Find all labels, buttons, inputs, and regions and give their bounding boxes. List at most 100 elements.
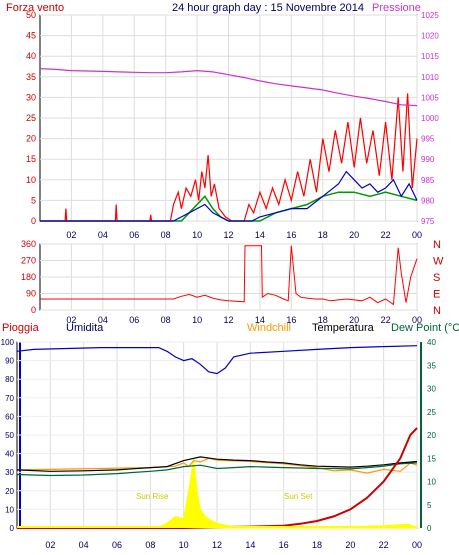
x-tick-label: 16 — [286, 230, 296, 240]
temperature-legend: Temperatura — [312, 322, 375, 334]
rain-axis-title: Pioggia — [2, 322, 40, 334]
pressure-y-tick: 1015 — [421, 52, 439, 61]
x-tick-label: 20 — [345, 540, 355, 550]
dewpoint-legend: Dew Point (°C — [391, 322, 459, 334]
sunrise-label: Sun Rise — [136, 492, 169, 501]
temperature-y-tick: 30 — [427, 385, 436, 394]
pressure-y-tick: 1025 — [421, 11, 439, 20]
x-tick-label: 02 — [45, 540, 55, 550]
x-tick-label: 00 — [412, 540, 422, 550]
humidity-y-tick: 90 — [5, 357, 14, 366]
wind-y-tick: 40 — [26, 51, 36, 61]
direction-y-tick: 180 — [21, 272, 36, 282]
x-tick-label: 18 — [312, 540, 322, 550]
direction-y-tick: 270 — [21, 256, 36, 266]
pressure-y-tick: 985 — [421, 176, 435, 185]
pressure-y-tick: 990 — [421, 155, 435, 164]
wind-direction-series — [40, 245, 418, 306]
windchill-series — [16, 457, 418, 474]
humidity-y-tick: 70 — [5, 394, 14, 403]
temperature-y-tick: 15 — [427, 454, 436, 463]
x-tick-label: 00 — [412, 315, 422, 325]
x-tick-label: 20 — [349, 315, 359, 325]
pressure-y-tick: 975 — [421, 217, 435, 226]
x-tick-label: 18 — [318, 315, 328, 325]
x-tick-label: 14 — [245, 540, 255, 550]
humidity-y-tick: 30 — [5, 468, 14, 477]
x-tick-label: 02 — [66, 230, 76, 240]
x-tick-label: 00 — [412, 230, 422, 240]
humidity-series — [16, 345, 418, 375]
x-tick-label: 02 — [66, 315, 76, 325]
wind-y-tick: 0 — [31, 216, 36, 226]
x-tick-label: 04 — [98, 315, 108, 325]
wind-y-tick: 45 — [26, 31, 36, 41]
humidity-y-tick: 20 — [5, 487, 14, 496]
x-tick-label: 04 — [98, 230, 108, 240]
x-tick-label: 06 — [129, 230, 139, 240]
humidity-y-tick: 100 — [1, 338, 15, 347]
x-tick-label: 06 — [112, 540, 122, 550]
humidity-y-tick: 50 — [5, 431, 14, 440]
compass-label: W — [433, 256, 444, 268]
x-tick-label: 14 — [255, 315, 265, 325]
x-tick-label: 12 — [223, 315, 233, 325]
graph-title: 24 hour graph day : 15 Novembre 2014 — [172, 2, 364, 14]
pressure-y-tick: 1010 — [421, 73, 439, 82]
x-tick-label: 04 — [79, 540, 89, 550]
wind-y-tick: 10 — [26, 175, 36, 185]
temperature-y-tick: 20 — [427, 431, 436, 440]
direction-y-tick: 0 — [31, 305, 36, 315]
x-tick-label: 10 — [192, 230, 202, 240]
temperature-y-tick: 10 — [427, 478, 436, 487]
temperature-y-tick: 25 — [427, 408, 436, 417]
humidity-y-tick: 60 — [5, 412, 14, 421]
x-tick-label: 06 — [129, 315, 139, 325]
x-tick-label: 14 — [255, 230, 265, 240]
temperature-y-tick: 5 — [427, 501, 432, 510]
x-tick-label: 22 — [381, 230, 391, 240]
wind-y-tick: 30 — [26, 92, 36, 102]
pressure-y-tick: 1000 — [421, 114, 439, 123]
dewpoint-series — [16, 462, 418, 477]
direction-y-tick: 360 — [21, 239, 36, 249]
wind-speed-axis-title: Forza vento — [6, 2, 64, 14]
humidity-y-tick: 80 — [5, 375, 14, 384]
x-tick-label: 22 — [381, 315, 391, 325]
wind-average-series — [40, 170, 418, 222]
x-tick-label: 12 — [223, 230, 233, 240]
pressure-y-tick: 1005 — [421, 93, 439, 102]
x-tick-label: 20 — [349, 230, 359, 240]
windchill-legend: Windchill — [247, 322, 291, 334]
humidity-axis-title: Umidita — [66, 322, 104, 334]
humidity-y-tick: 0 — [10, 524, 15, 533]
x-tick-label: 16 — [279, 540, 289, 550]
x-tick-label: 08 — [161, 230, 171, 240]
temperature-series — [16, 456, 418, 472]
compass-label: S — [433, 272, 440, 284]
wind-y-tick: 25 — [26, 113, 36, 123]
pressure-y-tick: 1020 — [421, 32, 439, 41]
x-tick-label: 10 — [179, 540, 189, 550]
compass-label: E — [433, 289, 440, 301]
wind-y-tick: 35 — [26, 72, 36, 82]
wind-y-tick: 20 — [26, 134, 36, 144]
direction-y-tick: 90 — [26, 289, 36, 299]
humidity-y-tick: 40 — [5, 450, 14, 459]
compass-label: N — [433, 305, 441, 317]
wind-y-tick: 50 — [26, 10, 36, 20]
x-tick-label: 10 — [192, 315, 202, 325]
x-tick-label: 16 — [286, 315, 296, 325]
temperature-y-tick: 35 — [427, 361, 436, 370]
pressure-y-tick: 980 — [421, 196, 435, 205]
wind-y-tick: 5 — [31, 195, 36, 205]
x-tick-label: 22 — [379, 540, 389, 550]
pressure-axis-title: Pressione — [372, 2, 421, 14]
sunset-label: Sun Set — [284, 492, 313, 501]
temperature-y-tick: 40 — [427, 338, 436, 347]
pressure-y-tick: 995 — [421, 135, 435, 144]
pressure-series — [39, 68, 418, 107]
wind-y-tick: 15 — [26, 154, 36, 164]
x-tick-label: 12 — [212, 540, 222, 550]
